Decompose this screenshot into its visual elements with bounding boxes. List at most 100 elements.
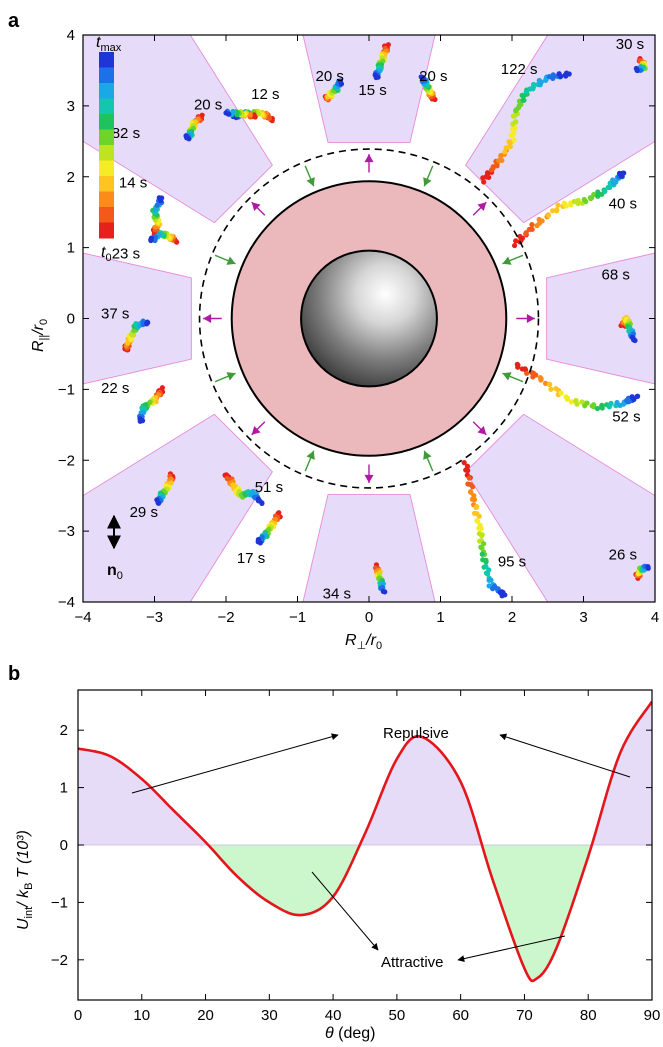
colorbar-segment — [99, 222, 114, 239]
trajectory-label: 68 s — [601, 267, 629, 284]
trajectory-label: 14 s — [119, 174, 147, 191]
trajectory-point — [486, 174, 492, 181]
trajectory-point — [466, 475, 472, 481]
trajectory-point — [546, 381, 553, 387]
sector-wedges — [83, 35, 655, 602]
trajectory-point — [479, 551, 485, 557]
trajectory-point — [483, 563, 489, 570]
trajectory-label: 20 s — [194, 96, 222, 113]
y-tick-label: 0 — [60, 837, 68, 854]
trajectory-point — [568, 202, 574, 208]
trajectory-point — [155, 500, 161, 506]
trajectory-point — [605, 184, 611, 191]
trajectory-label: 12 s — [251, 86, 279, 103]
trajectory-point — [463, 467, 469, 473]
trajectory-point — [486, 577, 492, 583]
trajectory-point — [479, 533, 485, 539]
radial-arrow-head — [423, 177, 432, 187]
x-tick-label: 0 — [74, 1007, 82, 1024]
x-tick-label: −1 — [289, 609, 306, 626]
trajectory-point — [563, 203, 569, 209]
radial-arrows — [203, 154, 535, 483]
x-tick-label: 4 — [651, 609, 659, 626]
trajectory-point — [545, 213, 551, 219]
trajectory-label: 34 s — [323, 585, 351, 602]
trajectory-point — [608, 400, 614, 406]
trajectory-point — [516, 103, 522, 109]
trajectory-point — [476, 513, 482, 519]
trajectory-point — [548, 386, 554, 392]
colorbar-bottom-label: t0 — [101, 244, 112, 264]
trajectory-point — [337, 78, 343, 84]
trajectory-point — [483, 559, 489, 565]
colorbar-segment — [99, 52, 114, 68]
x-tick-label: 3 — [579, 609, 587, 626]
radial-arrow-head — [226, 372, 236, 381]
attractive-region — [78, 845, 652, 981]
trajectory-point — [568, 399, 575, 405]
panel-b-label: b — [8, 663, 20, 685]
x-tick-label: −2 — [217, 609, 234, 626]
trajectory-point — [530, 86, 536, 92]
sector-wedge — [83, 35, 273, 224]
trajectory-point — [620, 170, 626, 176]
trajectory-point — [634, 67, 640, 74]
colorbar-segment — [99, 145, 114, 161]
panel-a-plot: 20 s15 s20 s 122 s30 s12 s20 s82 s14 s23 … — [30, 27, 659, 652]
trajectory-point — [620, 401, 627, 407]
radial-arrow-head — [364, 154, 374, 163]
trajectory-point — [474, 518, 480, 524]
trajectory-point — [522, 366, 528, 372]
trajectory-point — [259, 500, 265, 506]
colorbar-segment — [99, 129, 114, 146]
trajectory-point — [141, 409, 147, 416]
x-tick-label: 0 — [365, 609, 373, 626]
trajectory-label: 26 s — [609, 546, 637, 563]
trajectory-point — [630, 337, 637, 343]
trajectory-point — [524, 370, 530, 376]
radial-arrow-head — [502, 372, 512, 381]
trajectory-label: 37 s — [101, 306, 129, 323]
trajectory-point — [529, 221, 535, 228]
trajectory-point — [469, 496, 476, 502]
panel-b-plot: 0 10 20 30 40 50 60 70 80 90 −2 −1 0 1 2 Repulsive Att… — [15, 689, 660, 1042]
sector-wedge — [302, 35, 436, 143]
trajectory-point — [481, 541, 487, 547]
trajectory-point — [595, 189, 601, 195]
trajectory-point — [144, 319, 150, 325]
trajectory-point — [588, 195, 594, 202]
y-tick-label: 4 — [67, 27, 75, 44]
trajectory-point — [533, 372, 539, 378]
trajectory-point — [137, 418, 143, 424]
radial-arrow-head — [477, 425, 487, 435]
trajectory-point — [373, 74, 379, 81]
sector-wedge — [465, 413, 655, 602]
radial-arrow-head — [203, 314, 212, 323]
trajectory-point — [420, 74, 426, 81]
trajectory-point — [550, 72, 556, 78]
attractive-arrow-left — [311, 871, 379, 951]
trajectory-point — [148, 237, 154, 244]
sector-wedge — [465, 35, 655, 224]
trajectory-point — [645, 563, 651, 570]
time-colorbar — [99, 52, 114, 239]
trajectory-point — [154, 202, 160, 208]
y-tick-label: −2 — [58, 452, 75, 469]
trajectory-point — [531, 81, 537, 88]
trajectory-point — [558, 390, 564, 396]
trajectory-point — [591, 191, 597, 198]
trajectory-point — [502, 592, 508, 598]
colorbar-segment — [99, 67, 114, 84]
y-tick-label: 2 — [67, 169, 75, 186]
panel-b-xlabel: θ (deg) — [325, 1025, 375, 1042]
trajectory-point — [575, 197, 581, 204]
trajectory-label: 17 s — [237, 550, 265, 567]
trajectory-point — [583, 198, 589, 205]
radial-arrow-head — [306, 177, 315, 187]
x-tick-label: 70 — [516, 1007, 533, 1024]
x-tick-label: −4 — [74, 609, 91, 626]
trajectory-point — [152, 206, 159, 212]
trajectory-point — [521, 97, 527, 103]
trajectory-point — [513, 238, 519, 244]
y-tick-label: −2 — [51, 952, 68, 969]
